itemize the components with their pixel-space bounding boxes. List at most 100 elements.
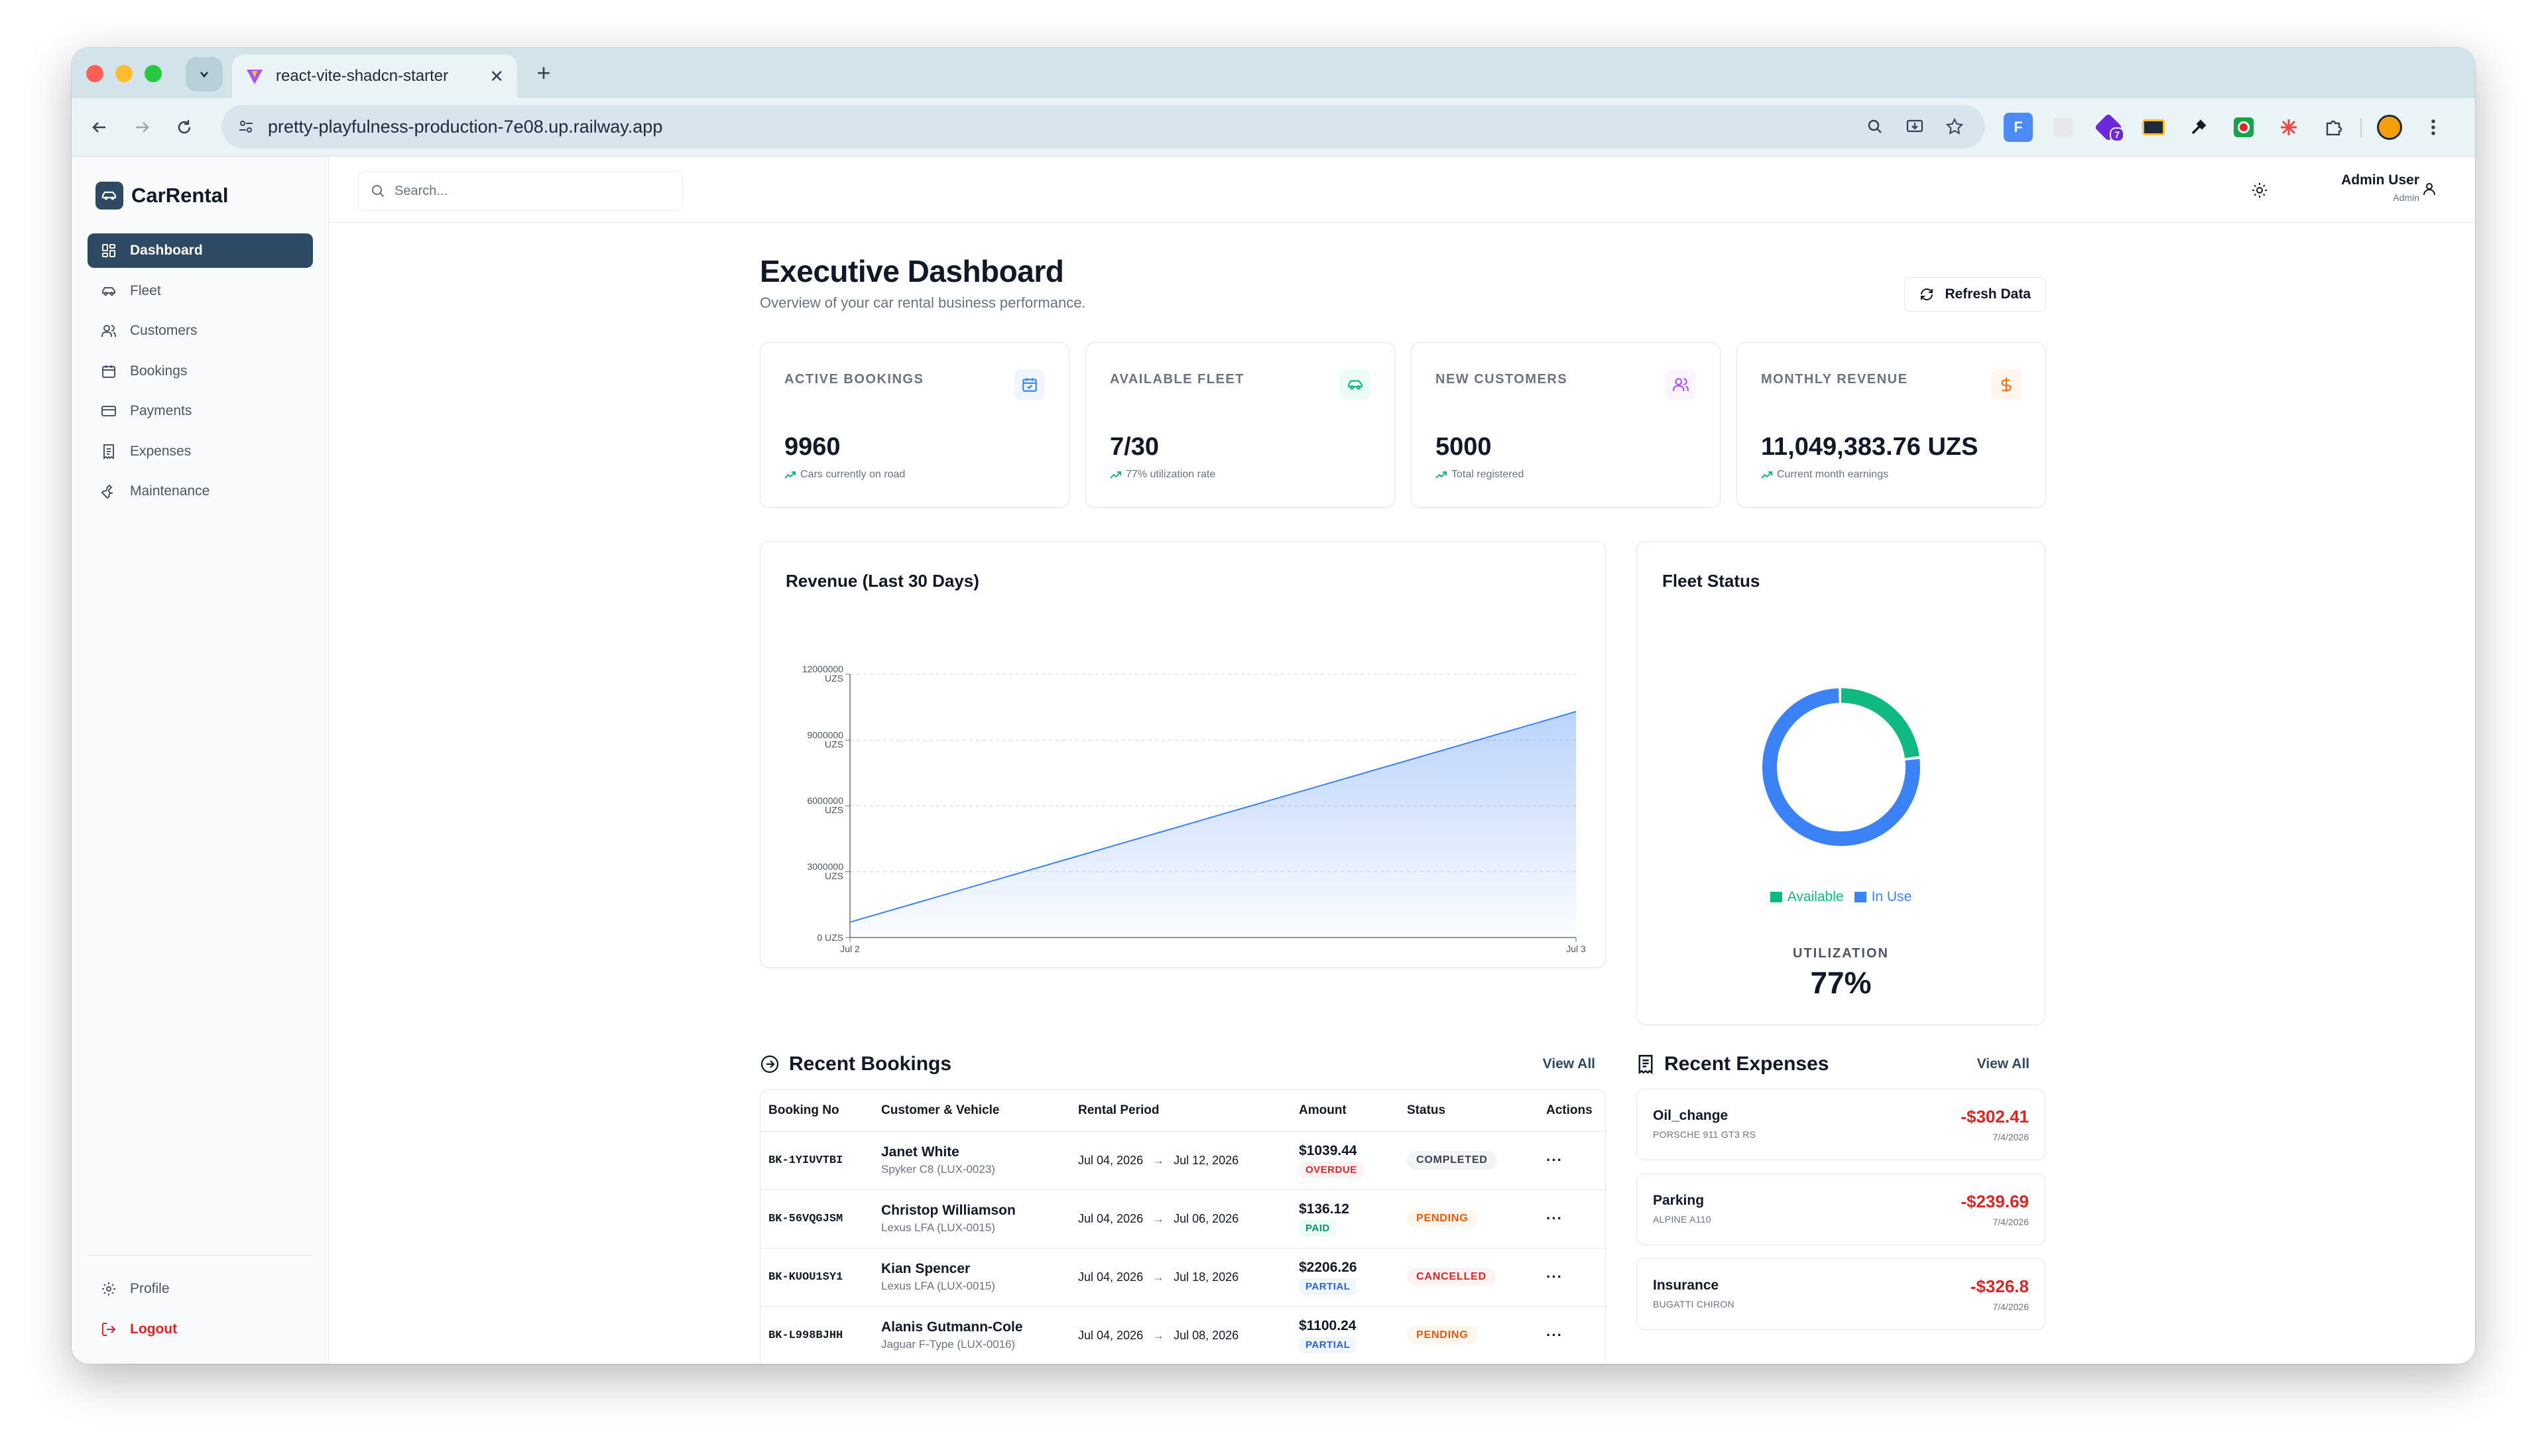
row-actions-button[interactable]: ··· (1546, 1327, 1563, 1343)
dashboard-main: Executive Dashboard Overview of your car… (760, 253, 2046, 1364)
address-bar[interactable]: pretty-playfulness-production-7e08.up.ra… (221, 105, 1985, 149)
sidebar-item-payments[interactable]: Payments (88, 394, 313, 428)
stat-card-monthly-revenue: Monthly Revenue 11,049,383.76 UZS Curren… (1736, 342, 2046, 508)
theme-toggle-button[interactable] (2248, 179, 2271, 202)
eyedropper-icon[interactable] (2184, 113, 2213, 142)
row-actions-button[interactable]: ··· (1546, 1268, 1563, 1285)
table-row[interactable]: BK-56VQGJSM Christop Williamson Lexus LFA … (760, 1189, 1605, 1248)
y-tick-unit: UZS (825, 673, 843, 684)
customer-name: Christop Williamson (881, 1203, 1016, 1218)
fleet-status-card: Fleet Status Available In Use UTILIZATIO… (1636, 541, 2045, 1025)
trend-up-icon (1435, 471, 1447, 479)
arrow-right-icon (136, 122, 149, 133)
booking-number: BK-KUOU1SY1 (768, 1270, 843, 1284)
rental-period: Jul 04, 2026 → Jul 08, 2026 (1070, 1306, 1291, 1364)
search-icon (372, 185, 385, 198)
rental-start: Jul 04, 2026 (1078, 1211, 1144, 1225)
expenses-view-all-link[interactable]: View All (1976, 1056, 2030, 1071)
brand[interactable]: CarRental (95, 182, 228, 210)
page-subtitle: Overview of your car rental business per… (760, 294, 1086, 311)
stat-card-available-fleet: Available Fleet 7/30 77% utilization rat… (1085, 342, 1395, 508)
y-tick-label: 0 UZS (817, 932, 843, 943)
extension-red-icon[interactable] (2229, 113, 2258, 142)
extension-f-icon[interactable]: F (2004, 113, 2033, 142)
column-header: Status (1399, 1090, 1538, 1132)
table-header-row: Booking No Customer & Vehicle Rental Per… (760, 1090, 1605, 1132)
table-row[interactable]: BK-1YIUVTBI Janet White Spyker C8 (LUX-002… (760, 1131, 1605, 1190)
status-badge: CANCELLED (1407, 1268, 1496, 1286)
recent-bookings-header: Recent Bookings View All (760, 1053, 1606, 1075)
zoom-button[interactable] (1860, 112, 1890, 141)
new-tab-button[interactable]: + (536, 59, 551, 86)
tab-close-icon[interactable]: ✕ (489, 66, 504, 86)
bookmark-button[interactable] (1940, 112, 1969, 141)
sidebar-item-maintenance[interactable]: Maintenance (88, 474, 313, 509)
legend-in-use-label: In Use (1871, 889, 1912, 904)
search-input[interactable]: Search... (358, 171, 683, 211)
expense-date: 7/4/2026 (1992, 1132, 2030, 1142)
minimize-window-button[interactable] (115, 65, 133, 82)
sidebar-item-label: Fleet (130, 282, 161, 298)
close-window-button[interactable] (86, 65, 103, 82)
table-row[interactable]: BK-KUOU1SY1 Kian Spencer Lexus LFA (LUX-00… (760, 1248, 1605, 1307)
row-actions-button[interactable]: ··· (1546, 1210, 1563, 1227)
refresh-data-button[interactable]: Refresh Data (1904, 277, 2046, 312)
install-app-button[interactable] (1900, 112, 1929, 141)
back-button[interactable] (85, 113, 114, 142)
extension-toggle-icon[interactable] (2139, 113, 2168, 142)
rental-start: Jul 04, 2026 (1078, 1328, 1144, 1342)
browser-window: react-vite-shadcn-starter ✕ + pretty-pla… (72, 48, 2475, 1364)
bookings-view-all-link[interactable]: View All (1542, 1056, 1595, 1071)
stat-value: 9960 (784, 433, 841, 461)
fleet-donut-chart (1762, 688, 1920, 846)
car-icon (102, 286, 115, 296)
receipt-icon (1638, 1055, 1653, 1074)
sidebar: CarRental Dashboard Fleet Customers Bo (72, 156, 329, 1364)
column-header: Actions (1538, 1090, 1605, 1132)
extensions-puzzle-icon[interactable] (2319, 113, 2348, 142)
expense-category: Parking (1653, 1193, 1705, 1208)
browser-menu-icon[interactable] (2419, 113, 2448, 142)
user-icon[interactable] (2421, 180, 2438, 201)
vehicle-name: Lexus LFA (LUX-0015) (881, 1280, 995, 1292)
users-icon (101, 325, 117, 337)
extension-burst-icon[interactable] (2274, 113, 2303, 142)
expense-amount: -$239.69 (1961, 1191, 2029, 1211)
sidebar-item-logout[interactable]: Logout (88, 1312, 313, 1347)
sidebar-item-customers[interactable]: Customers (88, 314, 313, 348)
row-actions-button[interactable]: ··· (1546, 1152, 1563, 1168)
sidebar-item-bookings[interactable]: Bookings (88, 354, 313, 389)
calendar-icon (1014, 369, 1045, 400)
customer-name: Alanis Gutmann-Cole (881, 1319, 1023, 1335)
table-row[interactable]: BK-L998BJHH Alanis Gutmann-Cole Jaguar F-T… (760, 1306, 1605, 1364)
donut-slice-in-use[interactable] (1762, 688, 1920, 846)
extension-grid-icon[interactable] (2049, 113, 2078, 142)
browser-tab[interactable]: react-vite-shadcn-starter ✕ (232, 54, 517, 98)
expense-item[interactable]: Parking ALPINE A110 -$239.69 7/4/2026 (1636, 1174, 2045, 1245)
browser-toolbar: pretty-playfulness-production-7e08.up.ra… (72, 98, 2475, 156)
stat-label: Available Fleet (1110, 372, 1244, 387)
sidebar-item-expenses[interactable]: Expenses (88, 434, 313, 469)
expense-vehicle: BUGATTI CHIRON (1653, 1299, 1734, 1309)
stat-card-active-bookings: Active Bookings 9960 Cars currently on r… (760, 342, 1069, 508)
expense-item[interactable]: Insurance BUGATTI CHIRON -$326.8 7/4/202… (1636, 1258, 2045, 1330)
forward-button[interactable] (127, 113, 156, 142)
rental-period: Jul 04, 2026 → Jul 12, 2026 (1070, 1131, 1291, 1190)
vite-logo-icon (247, 70, 263, 84)
extension-badge-icon[interactable]: 7 (2094, 113, 2124, 142)
expense-item[interactable]: Oil_change PORSCHE 911 GT3 RS -$302.41 7… (1636, 1089, 2045, 1160)
sidebar-item-profile[interactable]: Profile (88, 1272, 313, 1306)
sidebar-item-dashboard[interactable]: Dashboard (88, 233, 313, 268)
donut-slice-available[interactable] (1762, 688, 1920, 846)
sidebar-item-label: Maintenance (130, 483, 210, 499)
calendar-icon (102, 365, 115, 378)
sidebar-item-fleet[interactable]: Fleet (88, 274, 313, 308)
user-menu[interactable]: Admin User Admin (2341, 172, 2419, 203)
maximize-window-button[interactable] (145, 65, 162, 82)
arrow-right-icon: → (1152, 1328, 1165, 1342)
profile-label: Profile (130, 1281, 170, 1296)
tab-list-button[interactable] (186, 57, 223, 91)
profile-avatar-icon[interactable] (2375, 113, 2404, 142)
reload-button[interactable] (170, 113, 199, 142)
recent-bookings-title-text: Recent Bookings (789, 1053, 952, 1075)
